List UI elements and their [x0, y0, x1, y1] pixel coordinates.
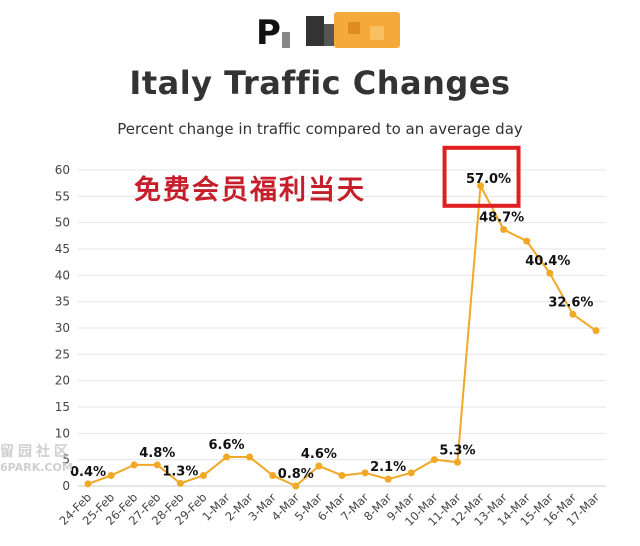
data-point [407, 469, 415, 477]
y-tick-label: 45 [55, 242, 70, 256]
series-line [87, 184, 597, 487]
data-point [592, 327, 600, 335]
y-tick-label: 0 [62, 479, 70, 493]
data-label: 48.7% [479, 211, 524, 226]
data-point [269, 471, 277, 479]
data-label: 0.4% [70, 465, 106, 480]
y-tick-label: 35 [55, 295, 70, 309]
data-label: 2.1% [370, 460, 406, 475]
data-point [361, 469, 369, 477]
data-label: 4.8% [139, 446, 175, 461]
data-point [315, 462, 323, 470]
data-point [130, 461, 138, 469]
y-tick-label: 60 [55, 163, 70, 177]
data-point [430, 456, 438, 464]
y-tick-label: 30 [55, 321, 70, 335]
logo-pixel-blur [282, 32, 290, 48]
logo-letter: P [256, 13, 281, 52]
data-point [546, 269, 554, 277]
site-watermark: 留园社区 6PARK.COM [0, 444, 73, 476]
data-point [477, 182, 485, 190]
data-point [384, 475, 392, 483]
data-label: 4.6% [301, 447, 337, 462]
y-tick-label: 10 [55, 426, 70, 440]
data-label: 0.8% [278, 467, 314, 482]
data-point [84, 480, 92, 488]
data-label: 57.0% [466, 172, 511, 187]
peak-highlight-box [442, 145, 521, 208]
y-tick-label: 15 [55, 400, 70, 414]
data-point [223, 453, 231, 461]
data-point [107, 471, 115, 479]
y-tick-label: 40 [55, 268, 70, 282]
data-label: 6.6% [209, 438, 245, 453]
data-label: 1.3% [162, 464, 198, 479]
data-point [569, 310, 577, 318]
data-point [523, 237, 531, 245]
logo-orange-mosaic [370, 26, 384, 40]
y-tick-label: 55 [55, 189, 70, 203]
data-label: 32.6% [548, 295, 593, 310]
logo-orange-mosaic [348, 22, 360, 34]
data-point [176, 479, 184, 487]
data-point [500, 226, 508, 234]
data-point [246, 453, 254, 461]
chart-subtitle: Percent change in traffic compared to an… [117, 120, 523, 138]
logo-pixel-blur [324, 24, 334, 46]
logo-pixel-blur [306, 16, 324, 46]
data-point [292, 482, 300, 490]
data-point [453, 458, 461, 466]
data-point [338, 471, 346, 479]
watermark-line1: 留园社区 [0, 444, 72, 460]
y-tick-label: 50 [55, 216, 70, 230]
watermark-line2: 6PARK.COM [0, 461, 73, 474]
brand-logo: P [256, 12, 400, 52]
y-tick-label: 5 [62, 453, 70, 467]
data-label: 5.3% [439, 443, 475, 458]
data-point [199, 471, 207, 479]
data-label: 40.4% [525, 254, 570, 269]
data-point [153, 461, 161, 469]
y-tick-label: 20 [55, 374, 70, 388]
promo-banner: 免费会员福利当天 [134, 175, 366, 206]
y-tick-label: 25 [55, 347, 70, 361]
chart-title: Italy Traffic Changes [129, 64, 511, 102]
